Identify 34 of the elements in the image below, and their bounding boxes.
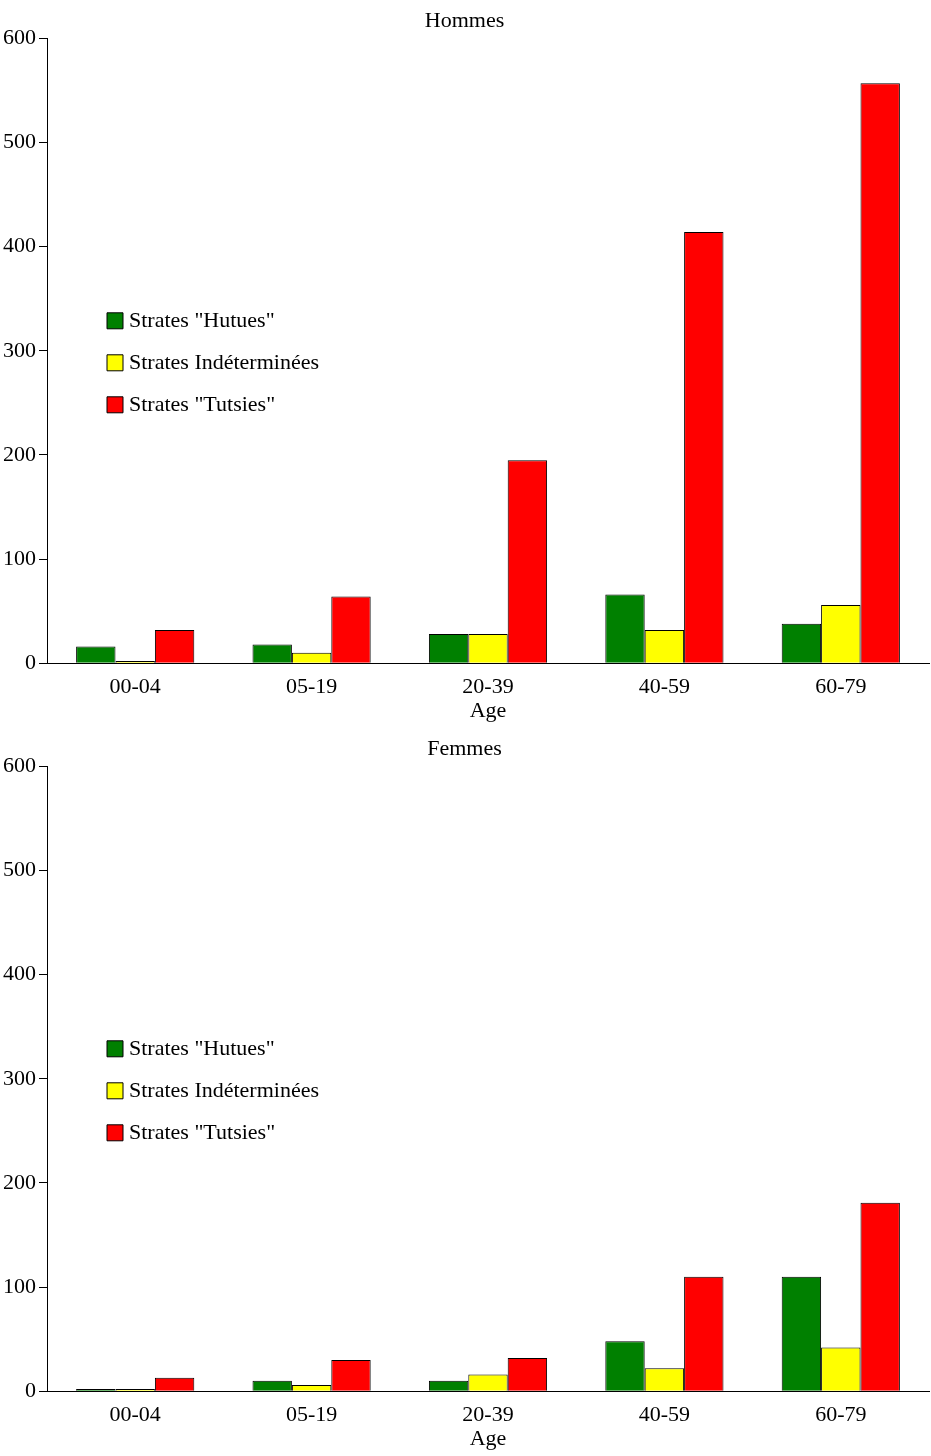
- x-tick-label: 60-79: [815, 673, 867, 699]
- legend-label: Strates "Hutues": [129, 306, 275, 332]
- y-tick-label: 0: [25, 648, 36, 674]
- x-tick-label: 05-19: [285, 1401, 338, 1427]
- y-tick-label: 100: [3, 544, 36, 570]
- x-tick-label: 00-04: [109, 1401, 161, 1427]
- y-tick-label: 500: [3, 856, 36, 882]
- legend-label: Strates "Hutues": [129, 1034, 275, 1060]
- y-tick-label: 600: [3, 752, 36, 778]
- x-tick-label: 20-39: [462, 673, 514, 699]
- x-tick-label: 05-19: [285, 673, 338, 699]
- legend-label: Strates Indéterminées: [129, 348, 319, 374]
- y-tick-label: 400: [3, 232, 36, 258]
- y-tick-label: 600: [3, 24, 36, 50]
- y-tick-label: 400: [3, 960, 36, 986]
- x-tick-label: 40-59: [638, 673, 691, 699]
- y-tick-label: 300: [3, 336, 36, 362]
- x-axis-title: Age: [469, 1424, 507, 1450]
- y-tick-label: 500: [3, 128, 36, 154]
- chart-title: Hommes: [424, 6, 505, 32]
- legend-label: Strates "Tutsies": [129, 390, 276, 416]
- chart-title: Femmes: [427, 734, 502, 760]
- y-tick-label: 200: [3, 1168, 36, 1194]
- x-tick-label: 00-04: [109, 673, 161, 699]
- x-tick-label: 60-79: [815, 1401, 867, 1427]
- y-tick-label: 300: [3, 1064, 36, 1090]
- x-tick-label: 20-39: [462, 1401, 514, 1427]
- legend-label: Strates Indéterminées: [129, 1076, 319, 1102]
- x-tick-label: 40-59: [638, 1401, 691, 1427]
- legend-label: Strates "Tutsies": [129, 1118, 276, 1144]
- y-tick-label: 100: [3, 1272, 36, 1298]
- x-axis-title: Age: [469, 696, 507, 722]
- y-tick-label: 0: [25, 1376, 36, 1402]
- y-tick-label: 200: [3, 440, 36, 466]
